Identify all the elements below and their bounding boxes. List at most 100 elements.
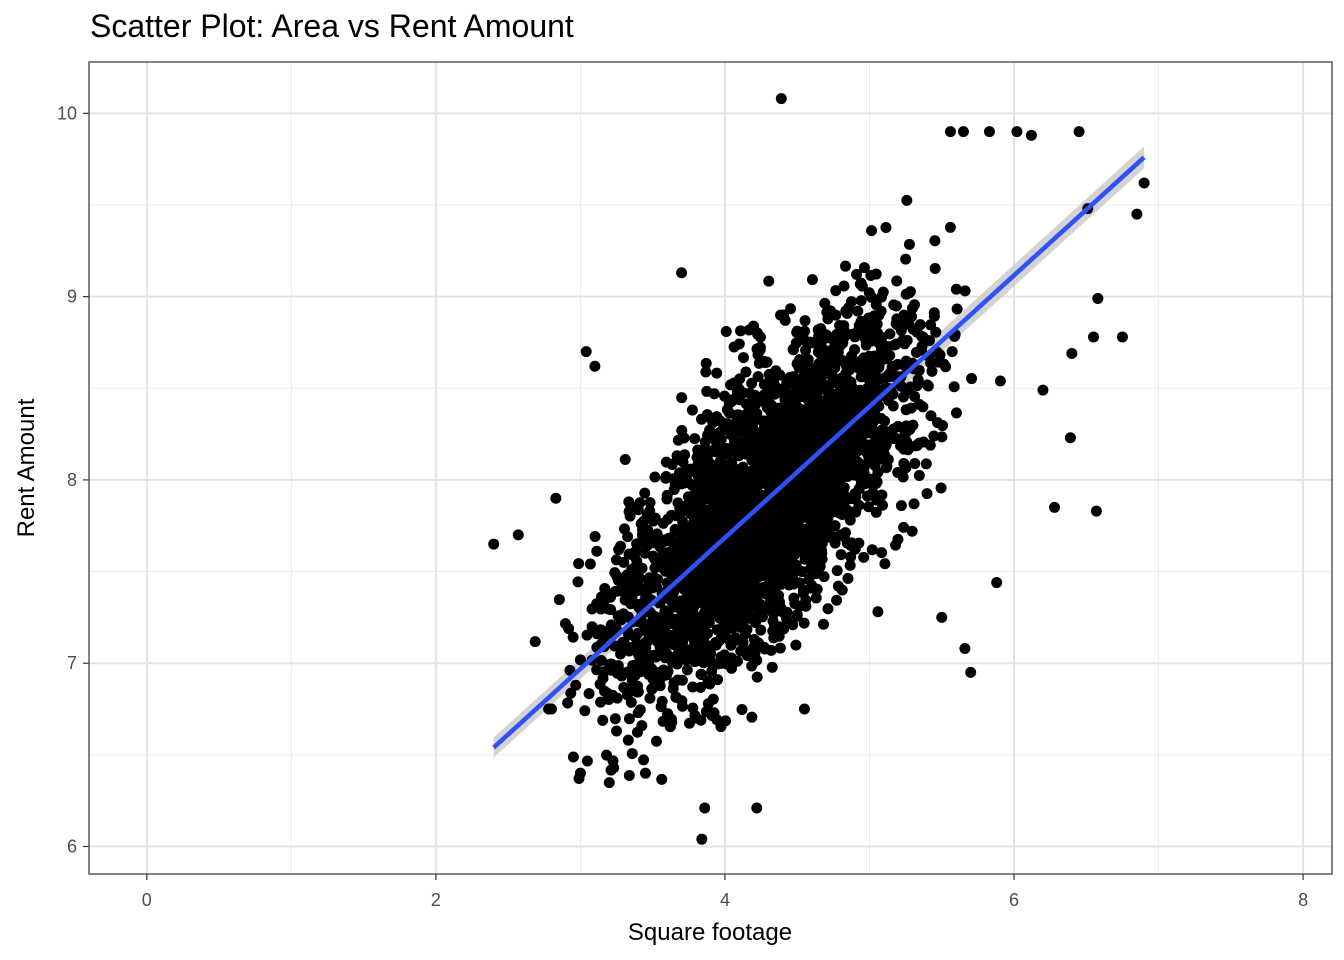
data-point: [813, 501, 825, 513]
data-point: [682, 604, 694, 616]
data-point: [935, 482, 947, 494]
data-point: [837, 355, 849, 367]
data-point: [906, 525, 918, 537]
data-point: [842, 572, 854, 584]
data-point: [804, 425, 816, 437]
data-point: [800, 594, 812, 606]
data-point: [674, 467, 686, 479]
data-point: [753, 357, 765, 369]
data-point: [613, 640, 625, 652]
data-point: [823, 450, 835, 462]
data-point: [619, 454, 631, 466]
data-point: [763, 275, 775, 287]
data-point: [559, 618, 571, 630]
data-point: [828, 492, 840, 504]
data-point: [808, 375, 820, 387]
data-point: [775, 309, 787, 321]
data-point: [872, 606, 884, 618]
data-point: [1025, 129, 1037, 141]
data-point: [735, 325, 747, 337]
data-point: [615, 540, 627, 552]
data-point: [731, 655, 743, 667]
data-point: [827, 345, 839, 357]
data-point: [800, 344, 812, 356]
data-point: [751, 327, 763, 339]
data-point: [789, 480, 801, 492]
data-point: [871, 476, 883, 488]
data-point: [714, 657, 726, 669]
data-point: [635, 518, 647, 530]
data-point: [903, 238, 915, 250]
data-point: [632, 686, 644, 698]
data-point: [844, 514, 856, 526]
data-point: [822, 603, 834, 615]
data-point: [644, 666, 656, 678]
data-point: [673, 602, 685, 614]
data-point: [1064, 432, 1076, 444]
data-point: [904, 423, 916, 435]
data-point: [734, 444, 746, 456]
data-point: [685, 464, 697, 476]
data-point: [925, 410, 937, 422]
data-point: [700, 357, 712, 369]
data-point: [798, 617, 810, 629]
data-point: [916, 344, 928, 356]
data-point: [775, 512, 787, 524]
data-point: [845, 551, 857, 563]
data-point: [761, 601, 773, 613]
data-point: [672, 648, 684, 660]
y-tick-label: 10: [57, 103, 77, 123]
data-point: [870, 506, 882, 518]
data-point: [749, 473, 761, 485]
data-point: [841, 492, 853, 504]
data-point: [644, 497, 656, 509]
data-point: [821, 357, 833, 369]
data-point: [965, 666, 977, 678]
data-point: [840, 260, 852, 272]
data-point: [888, 299, 900, 311]
data-point: [591, 545, 603, 557]
data-point: [681, 664, 693, 676]
data-point: [928, 430, 940, 442]
data-point: [529, 636, 541, 648]
data-point: [911, 380, 923, 392]
data-point: [796, 404, 808, 416]
data-point: [1090, 505, 1102, 517]
data-point: [643, 634, 655, 646]
data-point: [785, 551, 797, 563]
x-axis-ticks: 0 2 4 6 8: [142, 874, 1308, 910]
data-point: [897, 315, 909, 327]
plot-panel-border: [88, 61, 1333, 875]
data-point: [883, 394, 895, 406]
data-point: [937, 420, 949, 432]
data-point: [822, 313, 834, 325]
data-point: [640, 623, 652, 635]
data-point: [685, 508, 697, 520]
data-point: [603, 694, 615, 706]
data-point: [664, 565, 676, 577]
data-point: [706, 485, 718, 497]
data-point: [959, 643, 971, 655]
data-point: [816, 547, 828, 559]
data-point: [1011, 126, 1023, 138]
data-point: [791, 383, 803, 395]
data-point: [732, 409, 744, 421]
data-point: [948, 381, 960, 393]
data-point: [771, 420, 783, 432]
data-point: [890, 539, 902, 551]
data-point: [843, 302, 855, 314]
data-point: [550, 492, 562, 504]
data-point: [757, 474, 769, 486]
data-point: [625, 501, 637, 513]
data-point: [877, 437, 889, 449]
data-point: [631, 555, 643, 567]
data-point: [623, 571, 635, 583]
data-point: [1073, 126, 1085, 138]
data-point: [565, 687, 577, 699]
data-point: [858, 551, 870, 563]
data-point: [589, 530, 601, 542]
data-point: [851, 268, 863, 280]
data-point: [801, 504, 813, 516]
data-point: [712, 674, 724, 686]
data-point: [888, 360, 900, 372]
